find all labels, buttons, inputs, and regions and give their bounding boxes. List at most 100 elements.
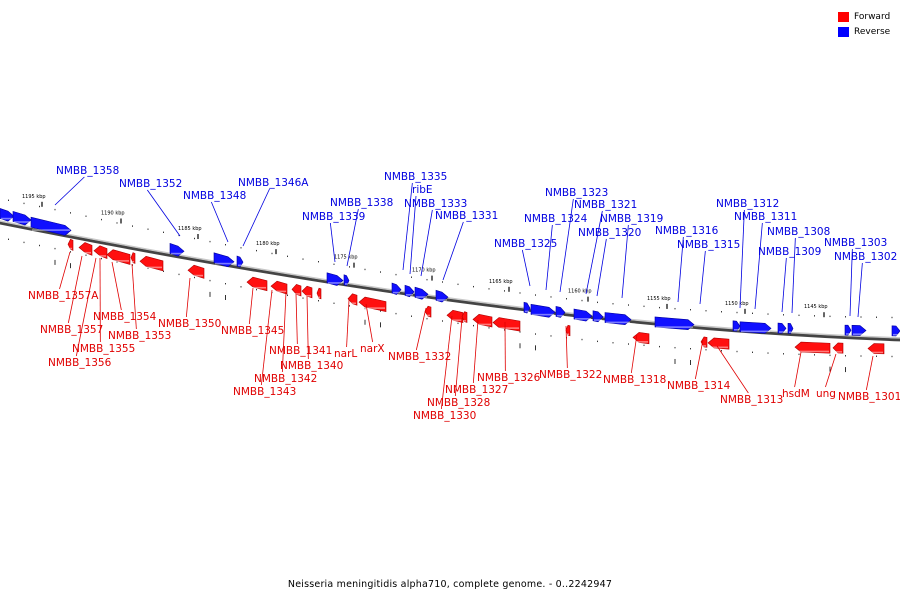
scale-tick-label: 1170 kbp [412, 268, 436, 274]
feature-highlight [345, 283, 348, 285]
reverse-gene-feature[interactable] [12, 210, 32, 226]
track-dot [178, 234, 180, 237]
scale-tick-label: 1180 kbp [256, 241, 280, 247]
label-leader-line [630, 333, 638, 374]
scale-tick-label: 1145 kbp [804, 304, 828, 310]
forward-gene-feature[interactable] [93, 245, 108, 260]
forward-gene-label: NMBB_1332 [388, 351, 451, 363]
reverse-gene-feature[interactable] [404, 284, 415, 298]
label-leader-line [402, 182, 413, 271]
track-dot [612, 303, 614, 305]
reverse-gene-feature[interactable] [326, 272, 344, 286]
forward-gene-label: NMBB_1313 [720, 394, 783, 406]
reverse-gene-label: NMBB_1339 [302, 211, 365, 223]
track-dot [550, 296, 552, 298]
track-dot [411, 276, 412, 278]
forward-gene-feature[interactable] [78, 242, 93, 256]
forward-gene-label: NMBB_1350 [158, 318, 221, 330]
reverse-gene-feature[interactable] [732, 320, 741, 332]
track-dot [628, 304, 629, 306]
forward-gene-feature[interactable] [270, 280, 288, 295]
track-dot [581, 299, 583, 302]
reverse-gene-label: NMBB_1308 [767, 226, 830, 238]
feature-highlight [656, 326, 693, 328]
track-dot [395, 273, 397, 276]
reverse-gene-feature[interactable] [169, 242, 185, 257]
legend-forward: Forward [838, 9, 890, 24]
feature-highlight [437, 299, 447, 301]
reverse-gene-feature[interactable] [654, 316, 695, 330]
forward-gene-feature[interactable] [139, 255, 164, 272]
track-dot [271, 252, 273, 255]
forward-gene-feature[interactable] [461, 311, 468, 323]
label-leader-line [346, 208, 359, 267]
label-leader-line [596, 238, 607, 297]
forward-gene-feature[interactable] [316, 287, 322, 300]
reverse-gene-feature[interactable] [530, 303, 556, 318]
track-dot [8, 199, 9, 201]
forward-gene-feature[interactable] [67, 238, 74, 251]
label-leader-line [781, 257, 787, 313]
reverse-gene-feature[interactable] [391, 282, 402, 295]
track-dot [535, 333, 536, 335]
forward-gene-feature[interactable] [794, 341, 831, 354]
track-tick [54, 259, 56, 265]
track-dot [488, 288, 490, 290]
feature-highlight [80, 251, 91, 254]
track-dot [876, 355, 877, 357]
forward-gene-feature[interactable] [700, 336, 708, 348]
forward-gene-feature[interactable] [106, 249, 131, 265]
forward-gene-feature[interactable] [130, 252, 136, 264]
forward-gene-feature[interactable] [347, 293, 358, 306]
reverse-gene-feature[interactable] [891, 325, 900, 337]
forward-gene-feature[interactable] [358, 296, 387, 312]
forward-gene-feature[interactable] [707, 337, 730, 350]
label-leader-line [621, 224, 629, 299]
label-leader-line [75, 257, 97, 357]
track-tick [364, 319, 366, 325]
reverse-gene-feature[interactable] [777, 322, 787, 334]
track-dot [302, 258, 304, 260]
feature-highlight [606, 321, 630, 324]
forward-gene-feature[interactable] [472, 314, 493, 328]
reverse-gene-feature[interactable] [787, 323, 794, 334]
reverse-gene-feature[interactable] [739, 321, 772, 334]
track-dot [23, 241, 25, 244]
reverse-gene-feature[interactable] [414, 286, 429, 300]
track-dot [240, 247, 242, 249]
track-dot [442, 281, 443, 283]
forward-gene-feature[interactable] [246, 276, 268, 292]
reverse-gene-feature[interactable] [30, 216, 72, 236]
label-leader-line [440, 315, 453, 410]
track-dot [845, 355, 846, 357]
forward-gene-feature[interactable] [291, 284, 302, 297]
reverse-gene-feature[interactable] [851, 324, 867, 336]
forward-gene-feature[interactable] [492, 317, 521, 332]
forward-gene-feature[interactable] [301, 285, 313, 299]
forward-gene-feature[interactable] [187, 264, 205, 279]
reverse-gene-feature[interactable] [343, 274, 350, 286]
forward-gene-feature[interactable] [867, 343, 885, 355]
feature-highlight [834, 351, 842, 353]
reverse-gene-feature[interactable] [523, 301, 531, 314]
reverse-gene-feature[interactable] [435, 289, 449, 303]
reverse-gene-feature[interactable] [604, 312, 632, 325]
track-dot [101, 257, 102, 260]
track-dot [504, 329, 505, 331]
reverse-gene-feature[interactable] [592, 310, 604, 323]
track-dot [798, 353, 800, 356]
track-dot [597, 301, 598, 304]
reverse-gene-feature[interactable] [236, 255, 244, 268]
reverse-gene-feature[interactable] [844, 324, 852, 336]
forward-gene-feature[interactable] [832, 342, 844, 354]
reverse-gene-feature[interactable] [555, 306, 566, 318]
track-dot [132, 225, 133, 227]
reverse-gene-feature[interactable] [573, 308, 593, 322]
label-leader-line [147, 189, 181, 237]
track-dot [147, 228, 149, 230]
reverse-gene-feature[interactable] [0, 208, 15, 222]
forward-gene-feature[interactable] [446, 309, 464, 324]
feature-highlight [248, 286, 266, 289]
track-dot [612, 342, 614, 344]
reverse-gene-feature[interactable] [213, 252, 235, 268]
